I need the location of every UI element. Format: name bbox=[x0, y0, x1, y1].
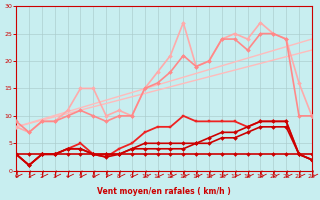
X-axis label: Vent moyen/en rafales ( km/h ): Vent moyen/en rafales ( km/h ) bbox=[97, 187, 231, 196]
